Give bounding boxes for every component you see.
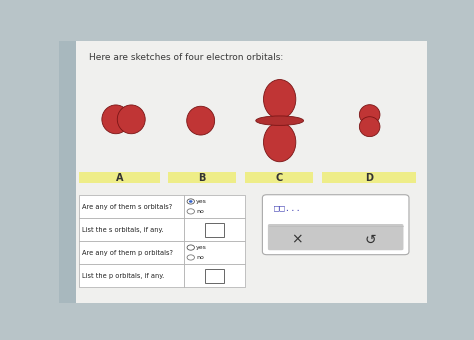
FancyBboxPatch shape bbox=[205, 223, 224, 237]
FancyBboxPatch shape bbox=[184, 218, 245, 241]
Text: ↺: ↺ bbox=[365, 233, 376, 247]
Circle shape bbox=[187, 245, 194, 250]
Text: D: D bbox=[365, 173, 373, 183]
FancyBboxPatch shape bbox=[268, 224, 403, 250]
Circle shape bbox=[187, 255, 194, 260]
Text: □□...: □□... bbox=[274, 203, 301, 212]
FancyBboxPatch shape bbox=[59, 41, 76, 303]
Text: ×: × bbox=[292, 233, 303, 247]
Ellipse shape bbox=[187, 106, 215, 135]
Circle shape bbox=[189, 200, 192, 203]
FancyBboxPatch shape bbox=[76, 41, 427, 303]
FancyBboxPatch shape bbox=[184, 265, 245, 287]
Text: no: no bbox=[196, 255, 204, 260]
Ellipse shape bbox=[256, 116, 303, 125]
Text: Are any of them s orbitals?: Are any of them s orbitals? bbox=[82, 204, 173, 210]
Text: A: A bbox=[116, 173, 124, 183]
Circle shape bbox=[187, 199, 194, 204]
Text: C: C bbox=[275, 173, 283, 183]
Ellipse shape bbox=[264, 80, 296, 119]
Text: List the p orbitals, if any.: List the p orbitals, if any. bbox=[82, 273, 164, 279]
Text: yes: yes bbox=[196, 199, 207, 204]
FancyBboxPatch shape bbox=[80, 218, 184, 241]
Text: List the s orbitals, if any.: List the s orbitals, if any. bbox=[82, 227, 164, 233]
Ellipse shape bbox=[117, 105, 145, 134]
Ellipse shape bbox=[359, 105, 380, 124]
FancyBboxPatch shape bbox=[80, 195, 184, 218]
Text: B: B bbox=[198, 173, 205, 183]
Ellipse shape bbox=[264, 122, 296, 162]
FancyBboxPatch shape bbox=[184, 195, 245, 218]
Text: Are any of them p orbitals?: Are any of them p orbitals? bbox=[82, 250, 173, 256]
Ellipse shape bbox=[359, 117, 380, 137]
Text: no: no bbox=[196, 209, 204, 214]
FancyBboxPatch shape bbox=[80, 265, 184, 287]
FancyBboxPatch shape bbox=[184, 241, 245, 265]
FancyBboxPatch shape bbox=[168, 172, 236, 184]
FancyBboxPatch shape bbox=[245, 172, 313, 184]
Ellipse shape bbox=[102, 105, 130, 134]
FancyBboxPatch shape bbox=[205, 269, 224, 283]
FancyBboxPatch shape bbox=[263, 195, 409, 255]
Text: Here are sketches of four electron orbitals:: Here are sketches of four electron orbit… bbox=[89, 53, 283, 62]
FancyBboxPatch shape bbox=[80, 172, 160, 184]
FancyBboxPatch shape bbox=[80, 241, 184, 265]
Circle shape bbox=[187, 209, 194, 214]
FancyBboxPatch shape bbox=[322, 172, 416, 184]
Text: yes: yes bbox=[196, 245, 207, 250]
